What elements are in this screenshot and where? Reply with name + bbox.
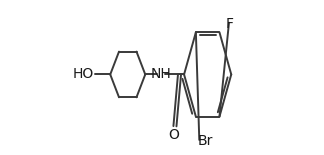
Text: O: O xyxy=(168,128,179,142)
Text: F: F xyxy=(226,17,234,31)
Text: HO: HO xyxy=(73,67,94,82)
Text: Br: Br xyxy=(198,133,213,148)
Text: NH: NH xyxy=(151,67,172,82)
